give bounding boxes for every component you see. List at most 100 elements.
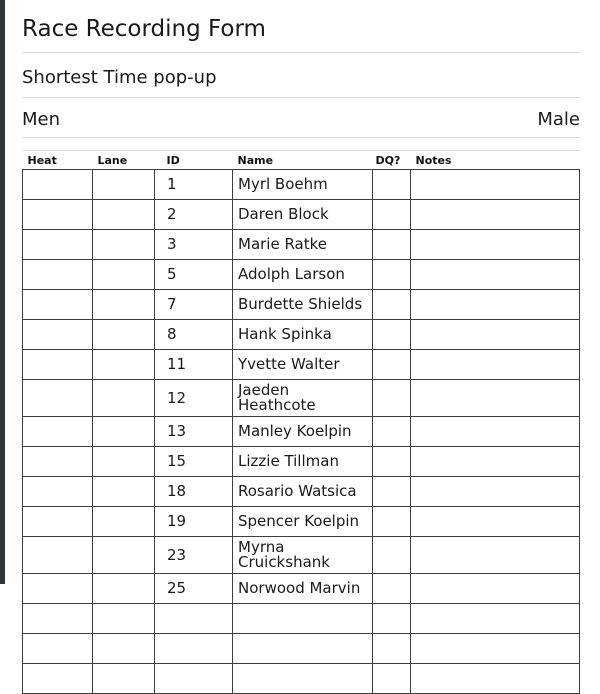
cell-heat xyxy=(22,379,93,417)
divider xyxy=(22,137,580,138)
cell-dq xyxy=(372,169,411,200)
cell-id: 19 xyxy=(154,506,233,537)
cell-name: Spencer Koelpin xyxy=(232,506,373,537)
cell-dq xyxy=(372,633,411,664)
cell-heat xyxy=(22,573,93,604)
cell-notes xyxy=(410,349,580,380)
cell-notes xyxy=(410,536,580,574)
cell-id: 25 xyxy=(154,573,233,604)
cell-lane xyxy=(92,169,155,200)
table-row: 13 Manley Koelpin xyxy=(22,416,580,447)
cell-lane xyxy=(92,633,155,664)
cell-notes xyxy=(410,259,580,290)
cell-dq xyxy=(372,416,411,447)
cell-id: 13 xyxy=(154,416,233,447)
cell-id: 12 xyxy=(154,379,233,417)
cell-heat xyxy=(22,289,93,320)
cell-notes xyxy=(410,446,580,477)
page-title: Race Recording Form xyxy=(22,16,266,42)
cell-name: Myrl Boehm xyxy=(232,169,373,200)
cell-dq xyxy=(372,573,411,604)
table-row xyxy=(22,663,580,694)
table-row xyxy=(22,633,580,664)
cell-name xyxy=(232,663,373,694)
table-row: 25 Norwood Marvin xyxy=(22,573,580,604)
cell-lane xyxy=(92,663,155,694)
cell-heat xyxy=(22,229,93,260)
divider xyxy=(22,52,580,53)
cell-id: 5 xyxy=(154,259,233,290)
cell-dq xyxy=(372,349,411,380)
cell-notes xyxy=(410,506,580,537)
cell-lane xyxy=(92,573,155,604)
cell-id: 8 xyxy=(154,319,233,350)
cell-lane xyxy=(92,349,155,380)
table-row xyxy=(22,603,580,634)
cell-name: Marie Ratke xyxy=(232,229,373,260)
cell-id: 7 xyxy=(154,289,233,320)
cell-id: 2 xyxy=(154,199,233,230)
cell-dq xyxy=(372,259,411,290)
cell-lane xyxy=(92,476,155,507)
divider xyxy=(22,97,580,98)
table-row: 11 Yvette Walter xyxy=(22,349,580,380)
cell-heat xyxy=(22,663,93,694)
column-header-name: Name xyxy=(232,150,373,170)
cell-name xyxy=(232,603,373,634)
table-row: 7 Burdette Shields xyxy=(22,289,580,320)
column-header-dq: DQ? xyxy=(372,150,411,170)
column-header-notes: Notes xyxy=(410,150,580,170)
cell-notes xyxy=(410,379,580,417)
header-row: Heat Lane ID Name DQ? Notes xyxy=(22,150,580,170)
cell-heat xyxy=(22,319,93,350)
race-table: Heat Lane ID Name DQ? Notes 1 Myrl Boehm… xyxy=(22,150,580,694)
page-subtitle: Shortest Time pop-up xyxy=(22,67,217,88)
cell-heat xyxy=(22,259,93,290)
gender-category-label: Male xyxy=(537,109,580,130)
cell-dq xyxy=(372,199,411,230)
table-row: 23 Myrna Cruickshank xyxy=(22,536,580,574)
cell-lane xyxy=(92,379,155,417)
cell-heat xyxy=(22,603,93,634)
cell-lane xyxy=(92,603,155,634)
cell-heat xyxy=(22,199,93,230)
cell-notes xyxy=(410,289,580,320)
cell-heat xyxy=(22,446,93,477)
form-content: Race Recording Form Shortest Time pop-up… xyxy=(22,0,580,694)
cell-notes xyxy=(410,229,580,260)
cell-lane xyxy=(92,229,155,260)
column-header-lane: Lane xyxy=(92,150,155,170)
cell-notes xyxy=(410,416,580,447)
cell-notes xyxy=(410,573,580,604)
race-table-body: 1 Myrl Boehm 2 Daren Block 3 Marie Ratke… xyxy=(22,169,580,694)
cell-heat xyxy=(22,633,93,664)
race-table-header: Heat Lane ID Name DQ? Notes xyxy=(22,150,580,170)
gender-group-label: Men xyxy=(22,109,61,130)
cell-name xyxy=(232,633,373,664)
cell-dq xyxy=(372,289,411,320)
cell-id xyxy=(154,633,233,664)
cell-heat xyxy=(22,416,93,447)
cell-id: 15 xyxy=(154,446,233,477)
table-row: 3 Marie Ratke xyxy=(22,229,580,260)
cell-name: Burdette Shields xyxy=(232,289,373,320)
cell-notes xyxy=(410,633,580,664)
cell-name: Norwood Marvin xyxy=(232,573,373,604)
cell-dq xyxy=(372,536,411,574)
cell-id: 1 xyxy=(154,169,233,200)
cell-heat xyxy=(22,506,93,537)
cell-notes xyxy=(410,199,580,230)
table-row: 8 Hank Spinka xyxy=(22,319,580,350)
cell-lane xyxy=(92,199,155,230)
cell-lane xyxy=(92,416,155,447)
table-row: 18 Rosario Watsica xyxy=(22,476,580,507)
gender-section-row: Men Male xyxy=(22,108,580,132)
table-row: 19 Spencer Koelpin xyxy=(22,506,580,537)
cell-id: 3 xyxy=(154,229,233,260)
table-row: 15 Lizzie Tillman xyxy=(22,446,580,477)
cell-notes xyxy=(410,476,580,507)
cell-name: Lizzie Tillman xyxy=(232,446,373,477)
cell-notes xyxy=(410,169,580,200)
cell-name: Yvette Walter xyxy=(232,349,373,380)
cell-id xyxy=(154,603,233,634)
